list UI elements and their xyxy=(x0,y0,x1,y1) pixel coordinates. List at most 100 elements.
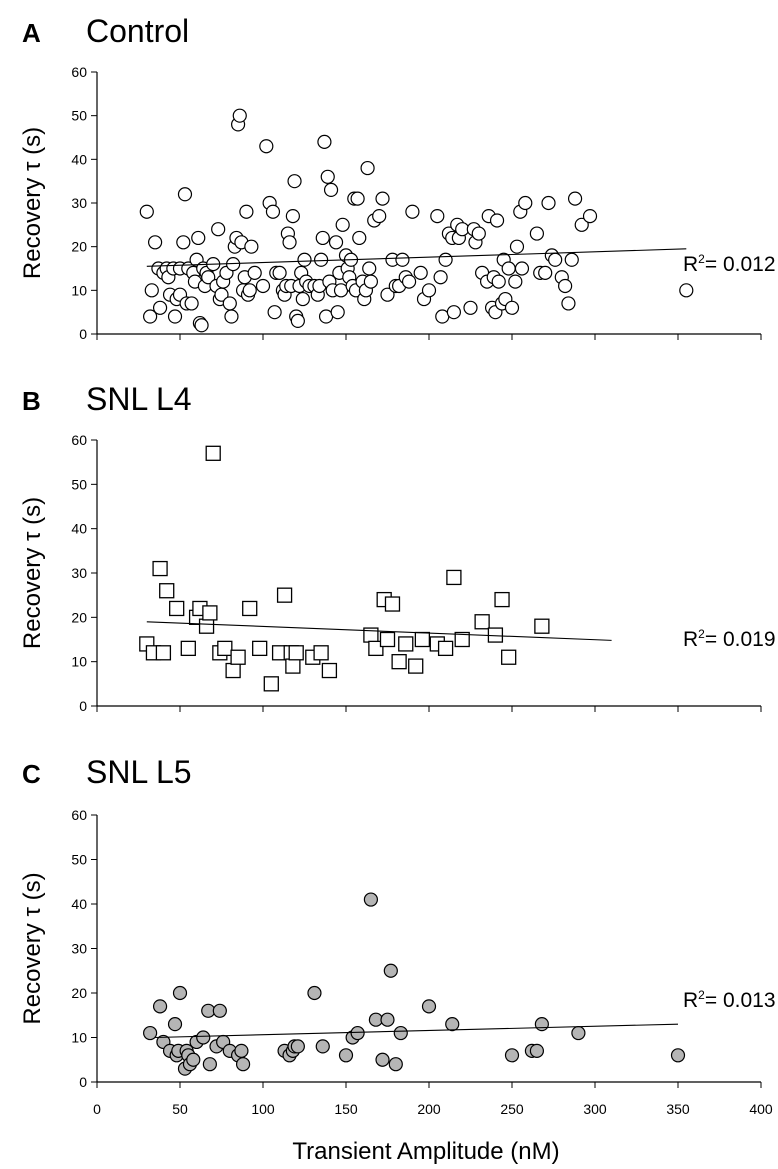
data-point xyxy=(272,265,287,280)
trendline xyxy=(146,621,612,641)
data-point xyxy=(287,174,302,189)
data-point xyxy=(317,134,332,149)
x-tick-label: 100 xyxy=(251,1101,275,1117)
data-point xyxy=(205,445,221,461)
data-point xyxy=(375,1052,390,1067)
r-squared-value: = 0.012 xyxy=(705,253,776,276)
data-point xyxy=(471,226,486,241)
data-point xyxy=(230,649,246,665)
data-point xyxy=(167,1017,183,1032)
data-point xyxy=(421,999,437,1014)
data-point xyxy=(186,1052,201,1067)
data-point xyxy=(144,283,159,298)
data-point xyxy=(172,985,188,1001)
data-point xyxy=(235,1057,251,1072)
data-point xyxy=(362,261,377,276)
data-point xyxy=(401,274,417,289)
data-point xyxy=(433,270,448,285)
data-point xyxy=(202,1057,217,1072)
data-point xyxy=(391,654,407,670)
data-point xyxy=(541,195,556,211)
data-point xyxy=(501,649,517,665)
data-point xyxy=(446,305,461,320)
y-axis-label: Recovery τ (s) xyxy=(19,497,46,649)
data-point xyxy=(360,160,375,176)
data-point xyxy=(314,252,329,267)
data-point xyxy=(152,300,168,315)
data-point xyxy=(184,296,199,311)
r-squared-prefix: R xyxy=(683,253,698,276)
data-point xyxy=(276,587,293,603)
data-point xyxy=(335,217,350,232)
data-point xyxy=(430,209,445,224)
data-point xyxy=(323,182,339,197)
y-axis-label: Recovery τ (s) xyxy=(19,127,46,279)
data-point xyxy=(395,252,410,267)
y-tick-label: 0 xyxy=(79,326,87,342)
data-point xyxy=(529,1043,545,1058)
panel-title: SNL L4 xyxy=(86,381,192,417)
panel-title: Control xyxy=(86,13,189,49)
data-point xyxy=(212,1003,227,1018)
data-point xyxy=(295,291,310,307)
data-point xyxy=(379,631,396,648)
panel-letter: B xyxy=(22,386,41,416)
data-point xyxy=(267,305,282,320)
y-tick-label: 10 xyxy=(71,1030,87,1046)
data-point xyxy=(558,278,573,294)
data-point xyxy=(454,631,470,648)
data-point xyxy=(225,662,241,679)
data-point xyxy=(313,645,329,661)
x-tick-label: 250 xyxy=(500,1101,524,1117)
data-point xyxy=(167,309,183,324)
data-point xyxy=(388,1057,403,1072)
data-point xyxy=(247,265,262,280)
data-point xyxy=(567,191,583,206)
r-squared-superscript: 2 xyxy=(698,627,705,641)
r-squared-value: = 0.019 xyxy=(705,628,776,651)
y-tick-label: 10 xyxy=(71,282,87,298)
data-point xyxy=(148,235,163,250)
y-tick-label: 10 xyxy=(71,654,87,670)
data-point xyxy=(421,283,437,298)
data-point xyxy=(252,640,268,657)
data-point xyxy=(413,265,428,280)
data-point xyxy=(504,300,520,315)
r-squared-value: = 0.013 xyxy=(705,989,776,1012)
data-point xyxy=(285,209,300,224)
y-tick-label: 0 xyxy=(79,698,87,714)
data-point xyxy=(363,274,378,289)
data-point xyxy=(463,300,478,315)
y-axis-label: Recovery τ (s) xyxy=(19,872,46,1024)
x-tick-label: 50 xyxy=(172,1101,188,1117)
data-point xyxy=(679,283,694,298)
data-point xyxy=(437,640,454,657)
trendline xyxy=(155,1023,679,1039)
data-point xyxy=(529,226,545,241)
data-point xyxy=(143,1025,158,1041)
r-squared-superscript: 2 xyxy=(698,252,705,266)
data-point xyxy=(242,283,257,298)
data-point xyxy=(474,614,490,630)
data-point xyxy=(263,676,279,692)
data-point xyxy=(564,252,579,267)
data-point xyxy=(368,640,384,657)
y-tick-label: 50 xyxy=(71,476,87,492)
data-point xyxy=(571,1025,586,1041)
x-tick-label: 0 xyxy=(93,1101,101,1117)
data-point xyxy=(321,662,338,679)
data-point xyxy=(534,1017,549,1032)
data-point xyxy=(196,1030,211,1045)
data-point xyxy=(414,631,431,648)
r-squared-annotation: R2= 0.013 xyxy=(683,988,776,1012)
data-point xyxy=(350,1025,365,1041)
data-point xyxy=(491,274,506,289)
data-point xyxy=(315,230,330,246)
data-point xyxy=(508,274,523,289)
data-point xyxy=(315,1039,330,1054)
data-point xyxy=(152,560,168,577)
data-point xyxy=(169,600,185,617)
y-tick-label: 60 xyxy=(71,64,87,80)
r-squared-annotation: R2= 0.019 xyxy=(683,627,776,651)
